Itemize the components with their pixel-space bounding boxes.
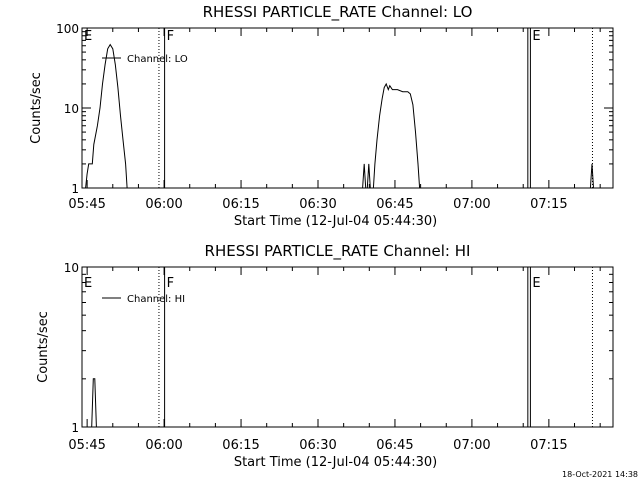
x-tick-label: 06:15 [222, 197, 259, 212]
chart-hi: RHESSI PARTICLE_RATE Channel: HI 1 10 05:45… [36, 242, 638, 479]
plot-frame [81, 27, 614, 189]
y-tick-label: 1 [71, 421, 79, 435]
plot-frame [81, 266, 614, 428]
x-tick-label: 07:00 [453, 197, 490, 212]
y-tick-label: 10 [64, 261, 79, 275]
x-tick-label: 05:45 [68, 197, 105, 212]
x-tick-label: 07:15 [530, 197, 567, 212]
chart-lo: RHESSI PARTICLE_RATE Channel: LO 1 10 100 05… [29, 3, 614, 229]
y-axis-label: Counts/sec [29, 72, 44, 144]
x-tick-label: 06:30 [299, 438, 336, 453]
series-line-lo [589, 163, 594, 189]
chart-title: RHESSI PARTICLE_RATE Channel: LO [203, 3, 473, 22]
event-marker-label: E [532, 29, 540, 44]
x-tick-label: 07:00 [453, 438, 490, 453]
y-tick-label: 1 [71, 182, 79, 196]
x-tick-label: 06:45 [376, 438, 413, 453]
series-line-lo [366, 163, 371, 189]
event-marker-label: E [84, 29, 92, 44]
x-tick-label: 05:45 [68, 438, 105, 453]
x-tick-label: 06:45 [376, 197, 413, 212]
event-marker-label: F [167, 29, 174, 44]
event-marker-label: E [532, 276, 540, 291]
x-tick-label: 06:15 [222, 438, 259, 453]
y-axis-label: Counts/sec [36, 311, 51, 383]
series-line-lo [372, 82, 421, 189]
x-tick-label: 07:15 [530, 438, 567, 453]
legend-label: Channel: LO [127, 54, 188, 65]
x-axis-label: Start Time (12-Jul-04 05:44:30) [234, 214, 437, 229]
event-marker-label: F [167, 276, 174, 291]
y-tick-label: 100 [56, 22, 79, 36]
chart-title: RHESSI PARTICLE_RATE Channel: HI [205, 242, 471, 261]
y-tick-label: 10 [64, 102, 79, 116]
series-line-lo [85, 43, 128, 189]
legend-label: Channel: HI [127, 294, 185, 305]
timestamp-label: 18-Oct-2021 14:38 [562, 470, 638, 479]
x-tick-label: 06:30 [299, 197, 336, 212]
x-tick-label: 06:00 [145, 438, 182, 453]
x-tick-label: 06:00 [145, 197, 182, 212]
event-marker-label: E [84, 276, 92, 291]
x-axis-label: Start Time (12-Jul-04 05:44:30) [234, 455, 437, 470]
series-line-lo [362, 163, 367, 189]
series-line-hi [91, 378, 97, 428]
